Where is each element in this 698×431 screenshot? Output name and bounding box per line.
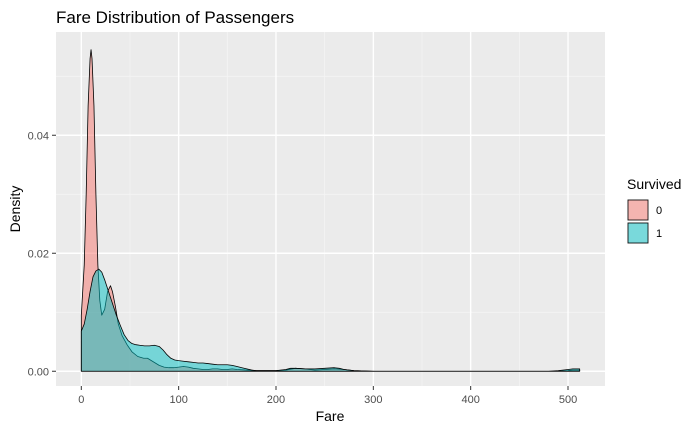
x-axis-title: Fare [316, 408, 345, 424]
x-tick-label: 100 [169, 394, 187, 406]
x-tick-label: 400 [461, 394, 479, 406]
y-axis-ticks: 0.00 0.02 0.04 [28, 130, 56, 378]
chart-title: Fare Distribution of Passengers [56, 8, 294, 27]
legend-label-0: 0 [656, 205, 662, 217]
density-series [80, 49, 581, 372]
x-tick-label: 0 [78, 394, 84, 406]
x-tick-label: 200 [267, 394, 285, 406]
y-axis-title: Density [7, 186, 23, 233]
legend-key-swatch-0 [627, 199, 649, 221]
plot-panel [56, 32, 605, 386]
density-area-survived-1 [80, 268, 581, 372]
y-tick-label: 0.04 [28, 130, 49, 142]
y-tick-label: 0.00 [28, 366, 49, 378]
x-tick-label: 300 [364, 394, 382, 406]
legend: Survived 01 [627, 176, 681, 244]
legend-title: Survived [627, 176, 681, 192]
y-tick-label: 0.02 [28, 248, 49, 260]
minor-gridlines [56, 32, 605, 386]
x-axis-ticks: 0 100 200 300 400 500 [78, 386, 577, 406]
legend-items: 01 [627, 199, 662, 244]
legend-label-1: 1 [656, 228, 662, 240]
legend-key-swatch-1 [627, 222, 649, 244]
x-tick-label: 500 [559, 394, 577, 406]
